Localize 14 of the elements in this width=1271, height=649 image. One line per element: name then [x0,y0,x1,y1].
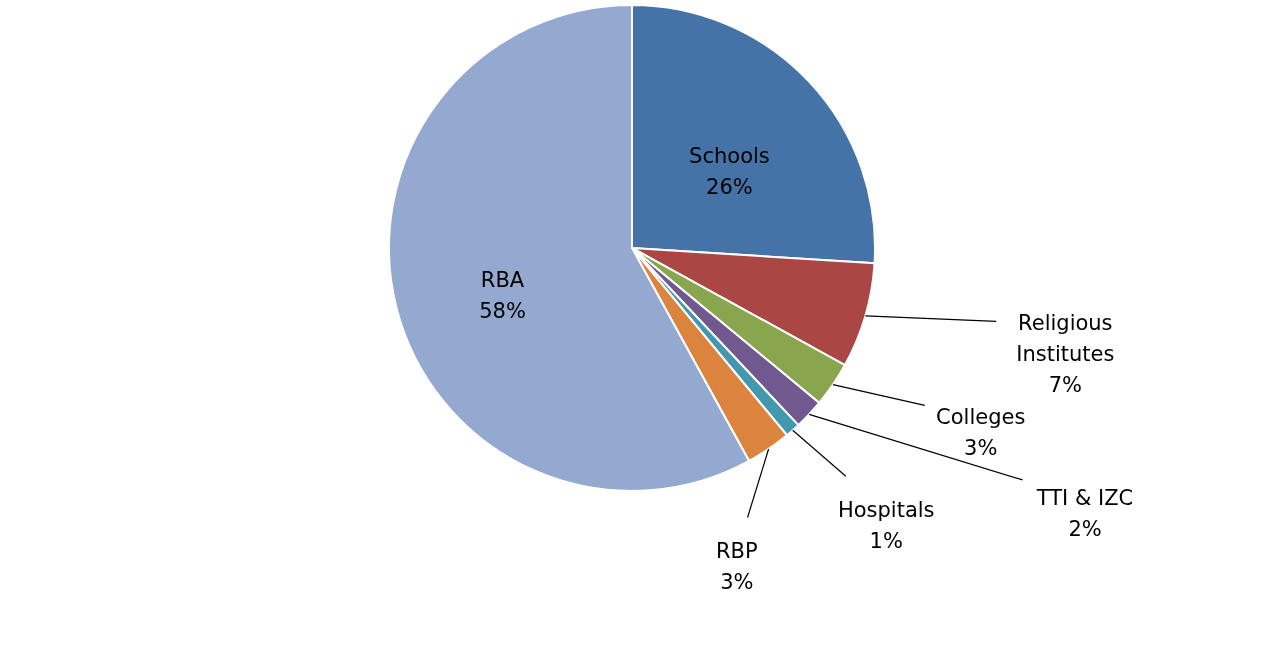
slice-label: Schools [689,143,770,168]
data-label: 3% [720,570,754,595]
data-label: 2% [1068,517,1102,542]
slice-label: RBA [480,268,525,293]
slice-label: RBP [716,539,758,564]
data-label: 58% [479,299,526,324]
data-label: 1% [869,529,903,554]
data-label: 7% [1048,373,1082,398]
data-label: 26% [706,174,753,199]
slice-label: Hospitals [837,498,935,523]
slice-label: Religious Institutes [1016,311,1115,367]
data-label: 3% [964,436,998,461]
slice-label: Colleges [936,405,1026,430]
slice-label: TTI & IZC [1035,486,1134,511]
